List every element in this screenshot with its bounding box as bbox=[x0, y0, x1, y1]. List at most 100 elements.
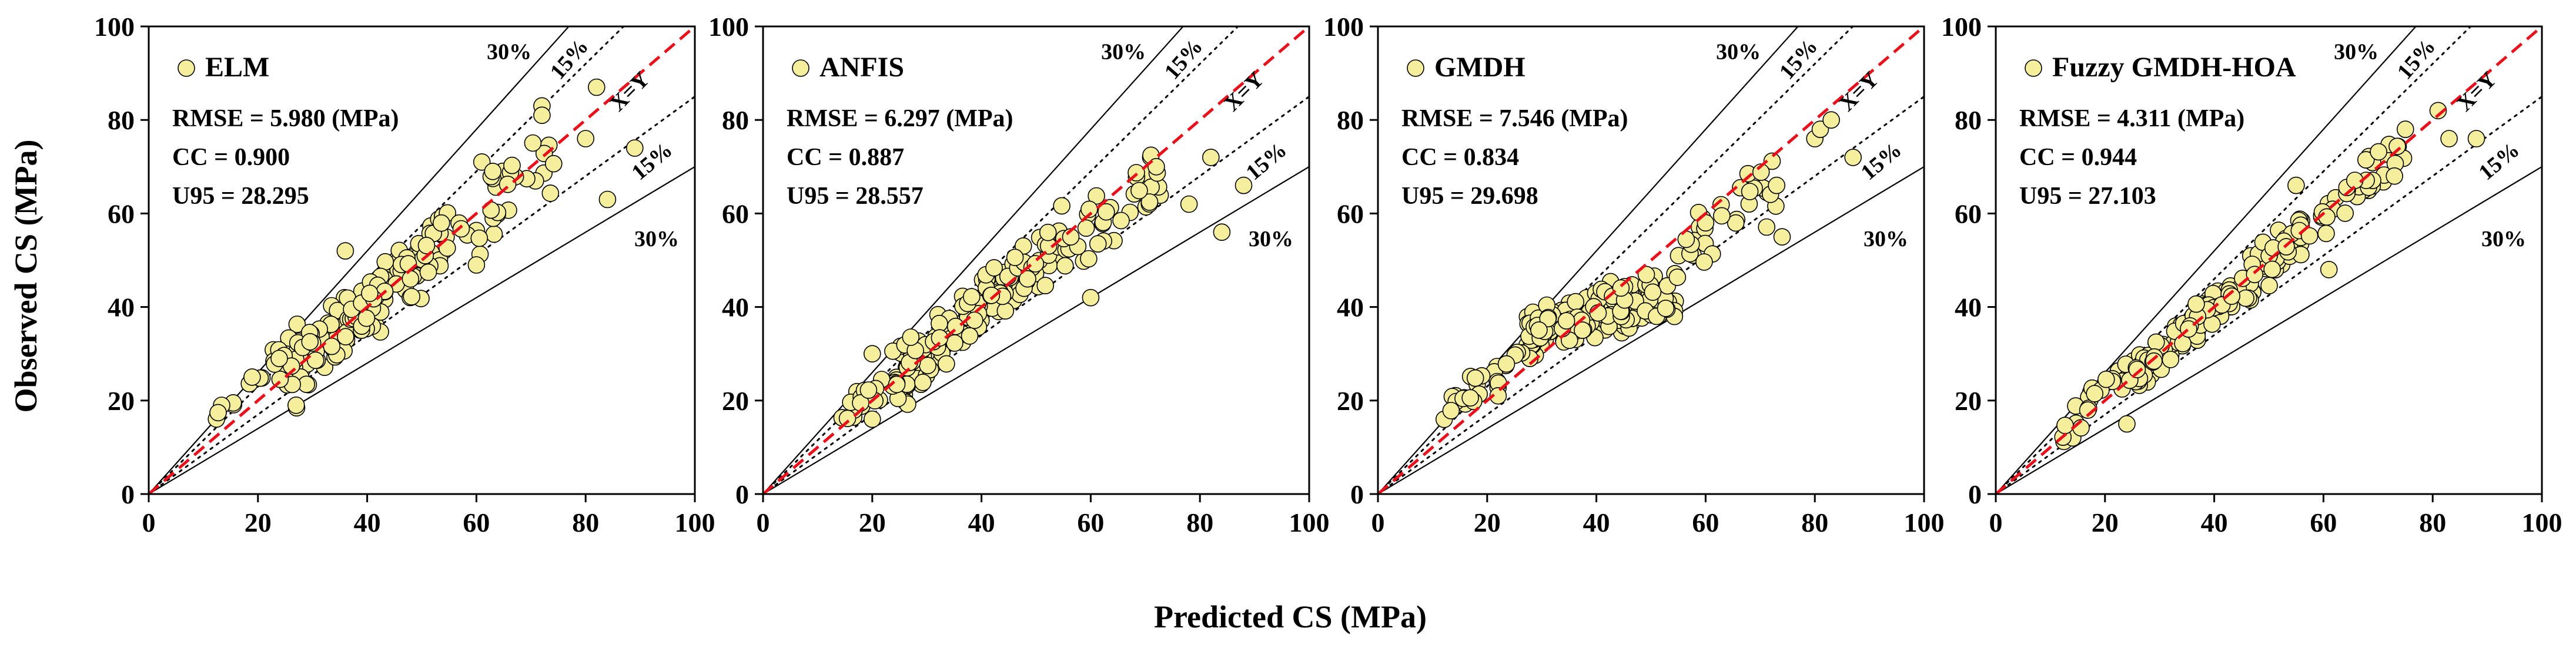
upper-30-percent-label: 30% bbox=[487, 40, 531, 65]
data-point bbox=[361, 284, 379, 303]
data-point bbox=[2128, 361, 2146, 378]
x-tick-label: 0 bbox=[1989, 508, 2003, 538]
data-point bbox=[357, 309, 376, 327]
data-point bbox=[2263, 260, 2281, 278]
upper-15-percent-label: 15% bbox=[1160, 34, 1208, 84]
data-point bbox=[1077, 219, 1095, 237]
data-point bbox=[1557, 312, 1575, 330]
upper-30-percent-label: 30% bbox=[2334, 40, 2378, 65]
data-point bbox=[336, 242, 354, 260]
legend-marker bbox=[2025, 59, 2042, 77]
lower-30-percent-line bbox=[1378, 166, 1924, 494]
data-point bbox=[1026, 255, 1045, 273]
data-point bbox=[2145, 352, 2163, 370]
data-point bbox=[1773, 228, 1791, 246]
data-point bbox=[1130, 182, 1148, 200]
data-point bbox=[2397, 120, 2414, 138]
data-point bbox=[1539, 310, 1557, 328]
data-point bbox=[533, 106, 551, 124]
data-point bbox=[961, 327, 979, 345]
data-point bbox=[1202, 149, 1220, 166]
plot-frame bbox=[762, 25, 1310, 495]
x-tick-label: 40 bbox=[2201, 508, 2228, 538]
y-tick-label: 80 bbox=[108, 105, 135, 135]
data-point bbox=[1461, 389, 1479, 407]
stat-line: CC = 0.900 bbox=[172, 144, 290, 171]
data-point bbox=[452, 220, 470, 238]
data-point bbox=[270, 350, 288, 368]
data-point bbox=[1466, 369, 1484, 387]
y-tick-label: 60 bbox=[1955, 199, 1982, 229]
lower-30-percent-label: 30% bbox=[1249, 227, 1293, 251]
data-point bbox=[963, 288, 981, 306]
data-point bbox=[1695, 253, 1713, 271]
data-point bbox=[2223, 287, 2240, 305]
data-point bbox=[2357, 151, 2375, 169]
lower-30-percent-line bbox=[763, 166, 1309, 494]
stat-line: RMSE = 4.311 (MPa) bbox=[2019, 105, 2244, 132]
y-tick-label: 40 bbox=[1955, 293, 1982, 323]
data-point bbox=[587, 78, 605, 96]
data-point bbox=[287, 396, 305, 414]
y-tick-label: 80 bbox=[1955, 105, 1982, 135]
data-point bbox=[306, 351, 324, 370]
data-point bbox=[399, 255, 417, 273]
data-point bbox=[2317, 224, 2335, 243]
data-point bbox=[1489, 387, 1507, 405]
x-tick-label: 40 bbox=[968, 508, 995, 538]
stat-line: CC = 0.944 bbox=[2019, 144, 2137, 171]
y-tick-label: 80 bbox=[722, 105, 749, 135]
data-point bbox=[376, 253, 394, 271]
data-point bbox=[1758, 218, 1775, 236]
y-tick-label: 100 bbox=[1941, 12, 1982, 42]
data-point bbox=[864, 410, 881, 428]
data-point bbox=[577, 130, 595, 147]
y-tick-label: 20 bbox=[1955, 386, 1982, 416]
data-point bbox=[1657, 300, 1675, 317]
x-tick-label: 0 bbox=[1371, 508, 1385, 538]
y-tick-label: 80 bbox=[1337, 105, 1364, 135]
plot-frame bbox=[148, 25, 696, 495]
upper-30-percent-line bbox=[149, 26, 570, 494]
data-point bbox=[902, 328, 920, 346]
data-point bbox=[243, 368, 261, 386]
data-point bbox=[2118, 415, 2136, 433]
data-point bbox=[1088, 187, 1105, 205]
plot-frame bbox=[1377, 25, 1925, 495]
x-tick-label: 80 bbox=[572, 508, 599, 538]
data-point bbox=[323, 337, 341, 355]
data-point bbox=[1530, 321, 1548, 339]
upper-15-percent-label: 15% bbox=[1775, 34, 1823, 84]
scatter-points bbox=[833, 146, 1253, 428]
lower-15-percent-label: 15% bbox=[1856, 137, 1906, 185]
x-tick-label: 60 bbox=[1077, 508, 1104, 538]
data-point bbox=[1180, 195, 1198, 213]
legend-label: ANFIS bbox=[819, 52, 904, 83]
data-point bbox=[1567, 293, 1584, 311]
data-point bbox=[524, 134, 542, 152]
lower-30-percent-label: 30% bbox=[2481, 227, 2526, 251]
data-point bbox=[1768, 176, 1785, 194]
data-point bbox=[2388, 137, 2406, 155]
lower-15-percent-line bbox=[763, 95, 1309, 494]
data-point bbox=[1668, 268, 1687, 286]
data-point bbox=[503, 156, 521, 174]
x-tick-label: 0 bbox=[142, 508, 156, 538]
x-tick-label: 80 bbox=[1186, 508, 1213, 538]
data-point bbox=[1036, 277, 1054, 294]
data-point bbox=[2162, 351, 2180, 368]
data-point bbox=[888, 375, 906, 394]
x-tick-label: 20 bbox=[859, 508, 886, 538]
upper-15-percent-line bbox=[1996, 26, 2472, 494]
data-point bbox=[403, 288, 421, 305]
data-point bbox=[484, 162, 502, 180]
legend-label: GMDH bbox=[1434, 52, 1525, 83]
data-point bbox=[1089, 235, 1107, 253]
data-point bbox=[2386, 167, 2403, 185]
y-tick-label: 100 bbox=[94, 12, 135, 42]
y-tick-label: 60 bbox=[108, 199, 135, 229]
stat-line: RMSE = 5.980 (MPa) bbox=[172, 105, 399, 132]
